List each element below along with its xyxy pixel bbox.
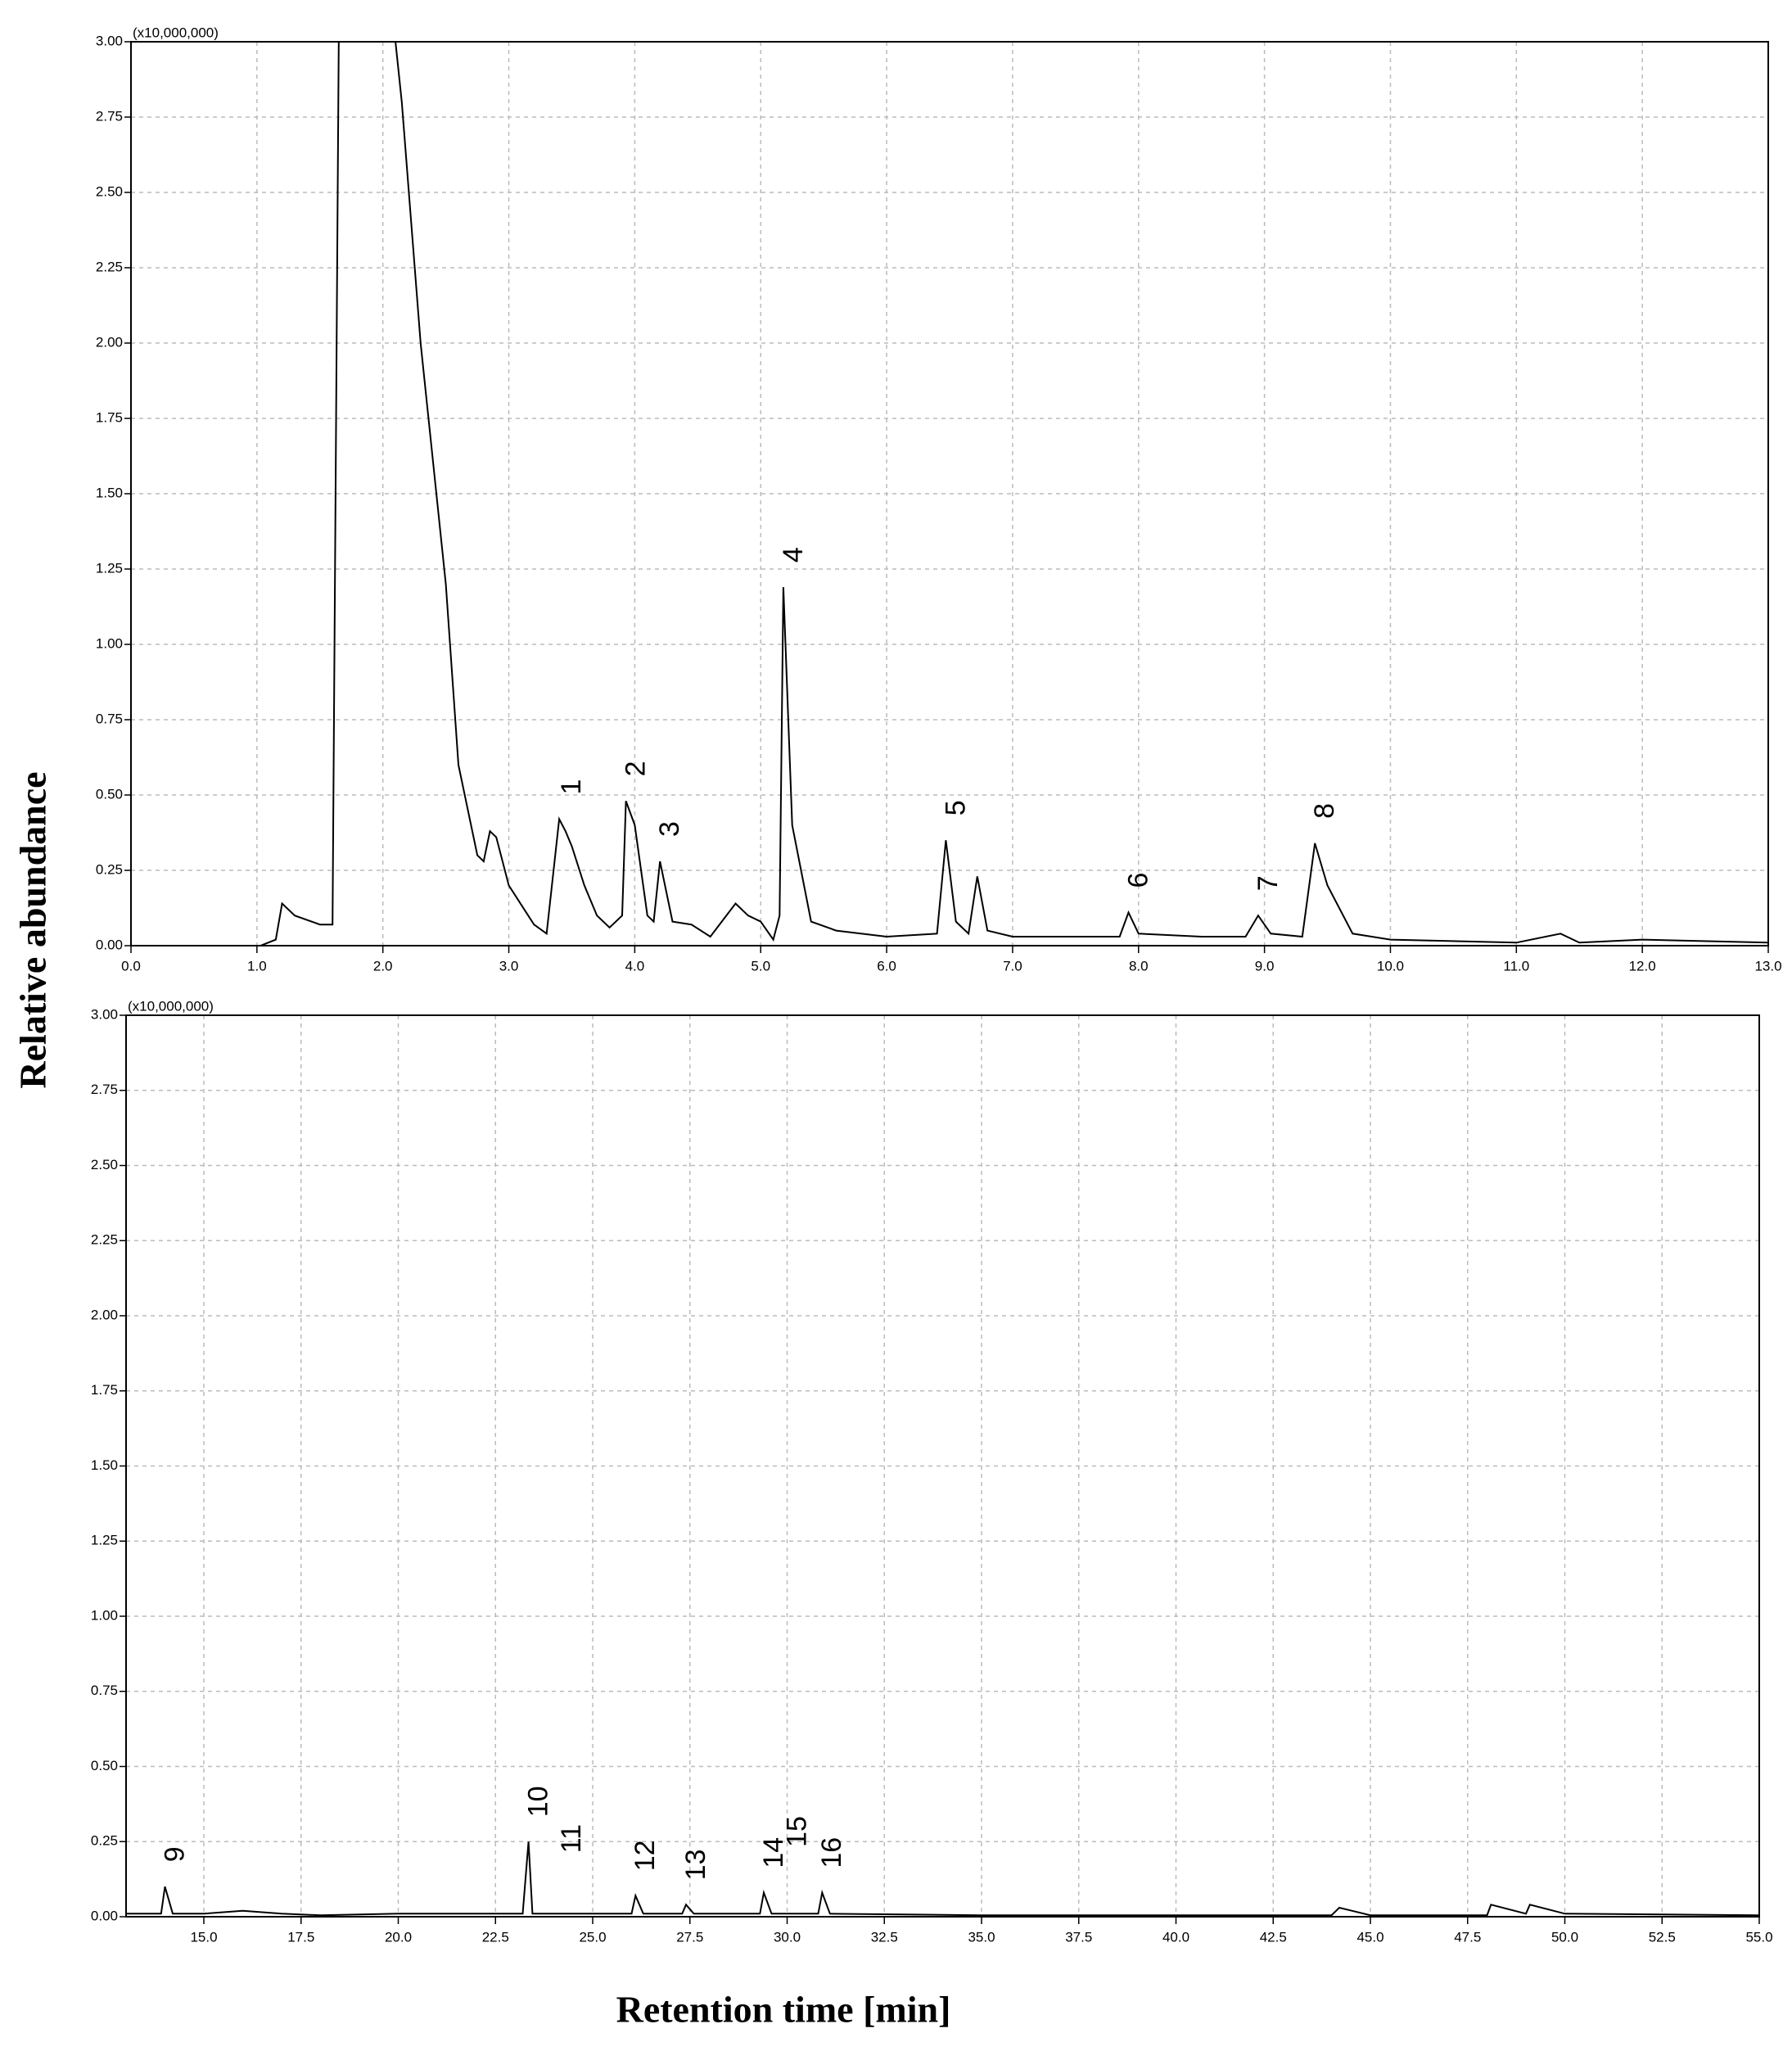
x-tick-label: 37.5 [1065, 1929, 1092, 1945]
x-tick-label: 30.0 [774, 1929, 801, 1945]
x-tick-label: 6.0 [877, 958, 896, 974]
y-tick-label: 2.75 [91, 1082, 118, 1097]
y-tick-label: 1.25 [91, 1533, 118, 1548]
x-tick-label: 10.0 [1377, 958, 1404, 974]
x-tick-label: 7.0 [1003, 958, 1022, 974]
y-tick-label: 0.00 [91, 1908, 118, 1923]
x-tick-label: 47.5 [1454, 1929, 1481, 1945]
peak-label: 13 [680, 1849, 711, 1880]
y-tick-label: 1.50 [91, 1457, 118, 1473]
y-tick-label: 2.25 [91, 1232, 118, 1248]
peak-label: 8 [1309, 803, 1340, 819]
y-tick-label: 2.25 [96, 259, 123, 274]
y-axis-label: Relative abundance [12, 771, 54, 1088]
peak-label: 7 [1253, 875, 1284, 891]
x-tick-label: 32.5 [871, 1929, 898, 1945]
peak-label: 2 [621, 761, 652, 776]
plot-frame [130, 41, 1769, 946]
y-tick-label: 1.50 [96, 485, 123, 500]
x-tick-label: 20.0 [385, 1929, 412, 1945]
x-tick-label: 50.0 [1551, 1929, 1578, 1945]
y-tick-label: 2.50 [91, 1157, 118, 1172]
peak-label: 10 [523, 1786, 554, 1817]
peak-label: 14 [758, 1837, 789, 1868]
y-tick-label: 0.25 [91, 1833, 118, 1849]
x-tick-label: 17.5 [287, 1929, 314, 1945]
x-tick-label: 0.0 [121, 958, 141, 974]
x-tick-label: 45.0 [1356, 1929, 1383, 1945]
x-tick-label: 35.0 [968, 1929, 995, 1945]
x-tick-label: 42.5 [1260, 1929, 1287, 1945]
peak-label: 6 [1122, 873, 1153, 888]
y-tick-label: 1.00 [96, 635, 123, 651]
y-tick-label: 0.50 [96, 786, 123, 802]
y-tick-label: 2.00 [91, 1307, 118, 1322]
peak-label: 9 [159, 1846, 190, 1862]
y-tick-label: 1.75 [96, 409, 123, 425]
y-tick-label: 0.50 [91, 1758, 118, 1773]
y-multiplier: (x10,000,000) [133, 25, 219, 40]
peak-label: 5 [940, 800, 971, 815]
x-axis-label: Retention time [min] [616, 1989, 951, 2031]
y-tick-label: 0.75 [91, 1683, 118, 1698]
y-tick-label: 1.25 [96, 560, 123, 576]
y-tick-label: 0.00 [96, 937, 123, 952]
x-tick-label: 5.0 [751, 958, 770, 974]
y-tick-label: 1.75 [91, 1382, 118, 1398]
x-tick-label: 3.0 [499, 958, 519, 974]
x-tick-label: 15.0 [190, 1929, 217, 1945]
x-tick-label: 1.0 [247, 958, 267, 974]
y-tick-label: 3.00 [91, 1006, 118, 1022]
peak-label: 12 [630, 1840, 661, 1871]
x-tick-label: 4.0 [625, 958, 645, 974]
x-tick-label: 25.0 [579, 1929, 606, 1945]
peak-label: 15 [781, 1816, 812, 1847]
x-tick-label: 40.0 [1162, 1929, 1189, 1945]
peak-label: 11 [556, 1824, 587, 1853]
y-tick-label: 2.00 [96, 334, 123, 350]
peak-label: 4 [778, 547, 809, 562]
x-tick-label: 52.5 [1649, 1929, 1676, 1945]
plot-frame [125, 1014, 1760, 1918]
x-tick-label: 13.0 [1754, 958, 1781, 974]
y-tick-label: 2.50 [96, 183, 123, 199]
chromatogram-line [126, 1841, 1759, 1917]
peak-label: 3 [654, 821, 685, 837]
x-tick-label: 27.5 [676, 1929, 703, 1945]
x-tick-label: 11.0 [1503, 958, 1529, 974]
peak-label: 16 [816, 1837, 847, 1868]
x-tick-label: 8.0 [1129, 958, 1149, 974]
chromatogram-line [131, 42, 1768, 946]
y-tick-label: 1.00 [91, 1607, 118, 1623]
y-tick-label: 0.75 [96, 711, 123, 726]
x-tick-label: 22.5 [482, 1929, 509, 1945]
x-tick-label: 55.0 [1745, 1929, 1772, 1945]
x-tick-label: 12.0 [1629, 958, 1656, 974]
y-tick-label: 0.25 [96, 861, 123, 877]
x-tick-label: 9.0 [1255, 958, 1275, 974]
peak-label: 1 [556, 779, 587, 795]
y-multiplier: (x10,000,000) [128, 998, 214, 1014]
y-tick-label: 2.75 [96, 108, 123, 124]
x-tick-label: 2.0 [373, 958, 393, 974]
y-tick-label: 3.00 [96, 33, 123, 48]
